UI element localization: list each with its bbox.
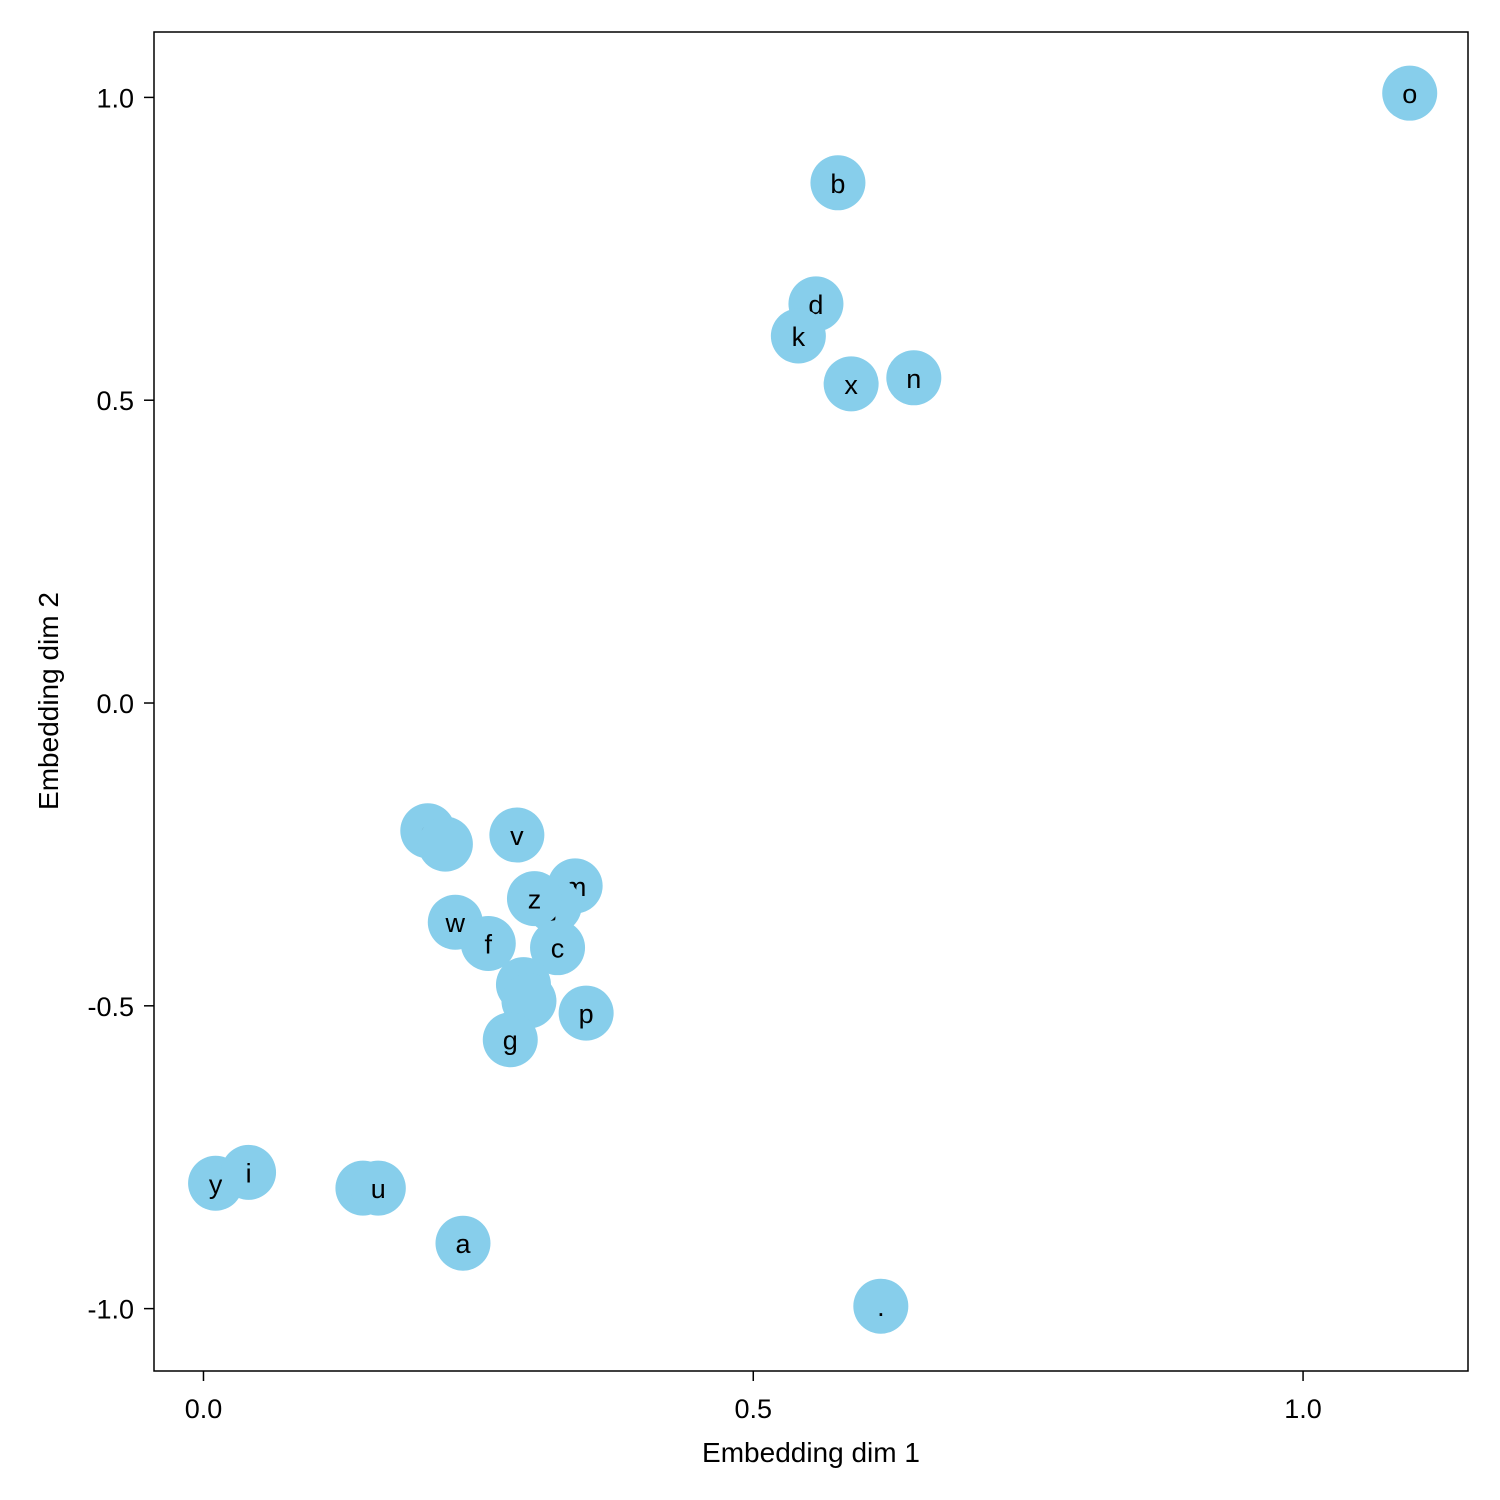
scatter-point: o — [1382, 65, 1438, 121]
point-marker — [417, 816, 473, 872]
scatter-point: b — [810, 155, 866, 211]
scatter-point: v — [489, 807, 545, 863]
x-tick-label: 0.0 — [185, 1394, 223, 1424]
point-marker — [886, 350, 942, 406]
x-tick-label: 1.0 — [1284, 1394, 1322, 1424]
scatter-point: z — [506, 871, 562, 927]
point-label: y — [209, 1169, 223, 1199]
scatter-point: a — [435, 1215, 491, 1271]
point-marker — [435, 1215, 491, 1271]
point-marker — [221, 1144, 277, 1200]
y-tick-label: -0.5 — [87, 992, 134, 1022]
point-label: i — [246, 1158, 252, 1188]
x-axis-label: Embedding dim 1 — [702, 1437, 920, 1468]
point-marker — [823, 356, 879, 412]
point-marker — [853, 1278, 909, 1334]
scatter-point: n — [886, 350, 942, 406]
point-marker — [530, 920, 586, 976]
plot-frame — [153, 31, 1469, 1372]
scatter-point: x — [823, 356, 879, 412]
point-marker — [1382, 65, 1438, 121]
scatter-point: p — [558, 985, 614, 1041]
scatter-point: i — [221, 1144, 277, 1200]
points-layer: obdkxnqvmjzwfctpgyiua. — [188, 65, 1438, 1334]
point-marker — [770, 308, 826, 364]
y-tick-label: -1.0 — [87, 1295, 134, 1325]
y-tick-label: 0.0 — [96, 689, 134, 719]
point-label: o — [1402, 79, 1417, 109]
point-marker — [558, 985, 614, 1041]
point-marker — [350, 1160, 406, 1216]
y-axis-label: Embedding dim 2 — [33, 592, 64, 810]
point-label: x — [844, 370, 858, 400]
scatter-point — [417, 816, 473, 872]
x-tick-label: 0.5 — [734, 1394, 772, 1424]
scatter-point: . — [853, 1278, 909, 1334]
point-label: f — [485, 929, 493, 959]
point-label: z — [528, 885, 542, 915]
ticks-layer: 0.0 0.5 1.0 1.0 0.5 0.0 -0.5 -1.0 — [87, 83, 1321, 1424]
scatter-point: f — [460, 915, 516, 971]
scatter-point: g — [482, 1012, 538, 1068]
scatter-point: u — [350, 1160, 406, 1216]
point-label: a — [455, 1229, 471, 1259]
scatter-point: k — [770, 308, 826, 364]
point-label: u — [371, 1174, 386, 1204]
point-marker — [482, 1012, 538, 1068]
point-label: p — [579, 999, 594, 1029]
point-label: b — [830, 169, 845, 199]
point-label: k — [792, 322, 806, 352]
y-tick-label: 0.5 — [96, 386, 134, 416]
point-label: v — [510, 821, 524, 851]
point-label: . — [877, 1292, 885, 1322]
point-label: n — [906, 364, 921, 394]
point-label: g — [503, 1026, 518, 1056]
y-tick-label: 1.0 — [96, 83, 134, 113]
point-marker — [460, 915, 516, 971]
point-label: c — [551, 934, 565, 964]
point-marker — [489, 807, 545, 863]
point-label: w — [445, 908, 466, 938]
point-marker — [810, 155, 866, 211]
point-marker — [506, 871, 562, 927]
scatter-point: c — [530, 920, 586, 976]
